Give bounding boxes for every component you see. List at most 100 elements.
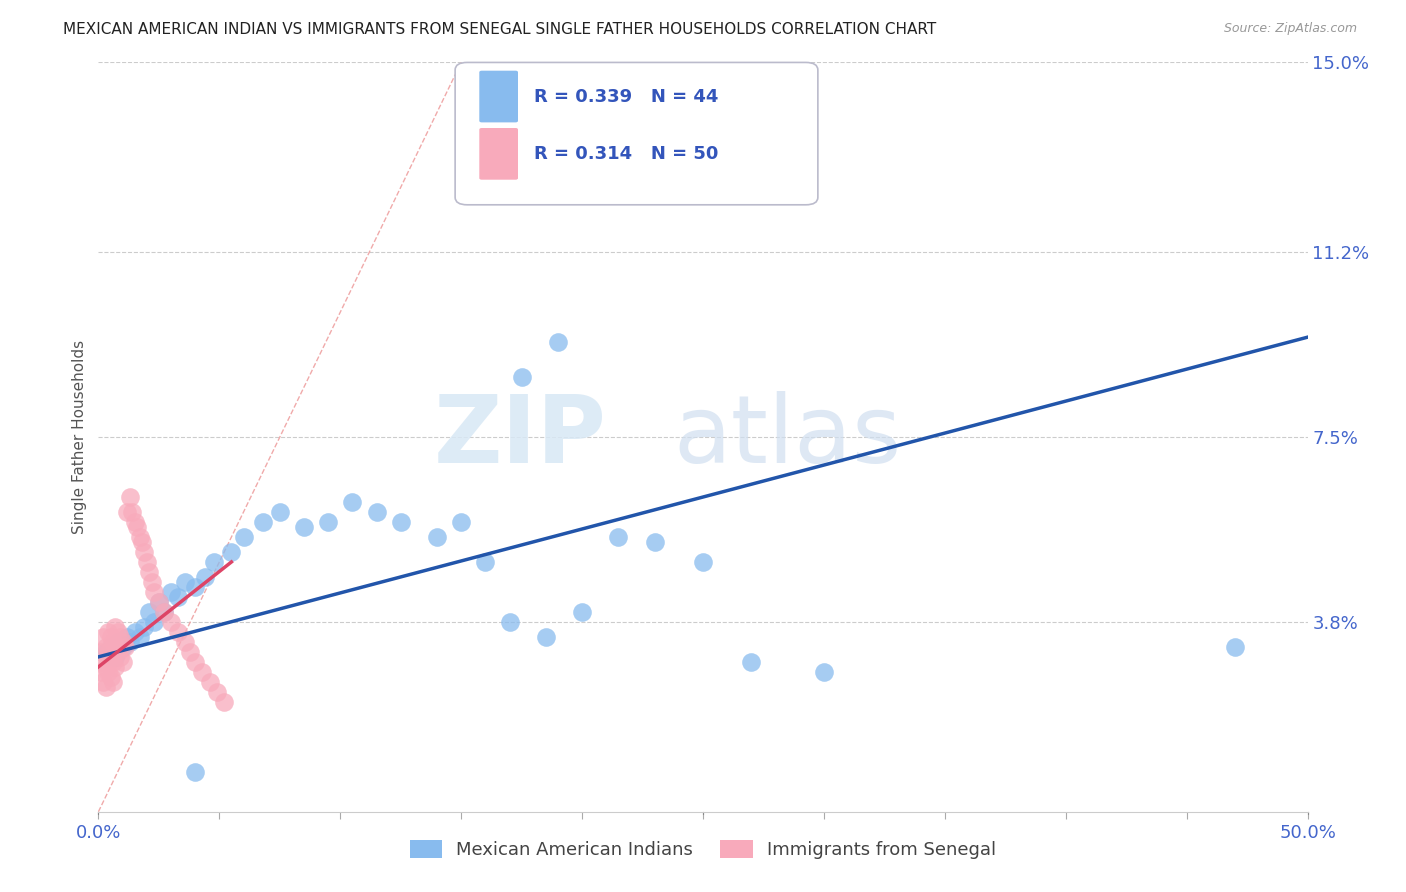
Point [184, 580, 207, 594]
Point [91, 674, 114, 689]
Point [91, 630, 114, 644]
Point [152, 605, 174, 619]
Point [114, 640, 136, 654]
Point [607, 530, 630, 544]
Point [128, 630, 150, 644]
Point [97, 645, 120, 659]
Point [198, 674, 221, 689]
Point [107, 635, 129, 649]
Point [342, 495, 364, 509]
Point [692, 555, 714, 569]
Text: R = 0.314   N = 50: R = 0.314 N = 50 [534, 145, 718, 163]
Point [184, 764, 207, 779]
Point [135, 555, 157, 569]
Point [100, 670, 122, 684]
Point [571, 605, 593, 619]
Point [90, 645, 112, 659]
Point [221, 545, 243, 559]
Point [740, 655, 762, 669]
Point [91, 655, 114, 669]
Point [100, 640, 122, 654]
Point [104, 660, 127, 674]
Point [100, 630, 122, 644]
Point [127, 520, 149, 534]
Point [141, 574, 163, 589]
Point [204, 555, 226, 569]
Point [108, 630, 131, 644]
Point [212, 695, 235, 709]
Point [148, 595, 170, 609]
Point [426, 530, 449, 544]
Point [510, 370, 533, 384]
Point [100, 649, 122, 664]
Point [252, 515, 274, 529]
Point [167, 624, 190, 639]
Point [269, 505, 291, 519]
Point [152, 605, 174, 619]
Point [124, 515, 146, 529]
Point [644, 535, 666, 549]
Text: MEXICAN AMERICAN INDIAN VS IMMIGRANTS FROM SENEGAL SINGLE FATHER HOUSEHOLDS CORR: MEXICAN AMERICAN INDIAN VS IMMIGRANTS FR… [63, 22, 936, 37]
Point [111, 635, 134, 649]
Point [174, 574, 197, 589]
Point [121, 505, 143, 519]
Point [104, 649, 127, 664]
Point [534, 630, 557, 644]
Point [117, 505, 139, 519]
Text: ZIP: ZIP [433, 391, 606, 483]
Point [138, 605, 160, 619]
Point [134, 620, 156, 634]
Point [474, 555, 496, 569]
Point [292, 520, 315, 534]
Point [191, 665, 214, 679]
Text: R = 0.339   N = 44: R = 0.339 N = 44 [534, 87, 718, 105]
Point [111, 655, 134, 669]
Point [160, 615, 183, 629]
Point [134, 545, 156, 559]
Point [813, 665, 835, 679]
Point [450, 515, 472, 529]
Text: Source: ZipAtlas.com: Source: ZipAtlas.com [1223, 22, 1357, 36]
Point [101, 674, 124, 689]
Point [107, 645, 129, 659]
Point [547, 335, 569, 350]
Point [107, 624, 129, 639]
Point [94, 645, 117, 659]
Point [128, 530, 150, 544]
Point [108, 649, 131, 664]
Point [117, 630, 139, 644]
Point [1223, 640, 1246, 654]
Legend: Mexican American Indians, Immigrants from Senegal: Mexican American Indians, Immigrants fro… [402, 832, 1004, 866]
Point [124, 624, 146, 639]
Point [94, 640, 117, 654]
Point [232, 530, 254, 544]
Point [118, 490, 141, 504]
Text: atlas: atlas [673, 391, 901, 483]
Point [104, 620, 127, 634]
FancyBboxPatch shape [479, 70, 517, 122]
FancyBboxPatch shape [456, 62, 818, 205]
Point [143, 585, 166, 599]
Point [167, 590, 190, 604]
Point [94, 680, 117, 694]
Point [184, 655, 207, 669]
Point [160, 585, 183, 599]
Point [498, 615, 520, 629]
Point [101, 635, 124, 649]
Point [104, 640, 127, 654]
Point [174, 635, 197, 649]
Point [118, 635, 141, 649]
Point [194, 570, 217, 584]
Point [101, 655, 124, 669]
Point [90, 665, 112, 679]
Point [111, 640, 134, 654]
Point [389, 515, 412, 529]
Point [316, 515, 339, 529]
Point [179, 645, 201, 659]
Point [205, 685, 228, 699]
Point [94, 660, 117, 674]
FancyBboxPatch shape [479, 128, 517, 179]
Point [97, 624, 120, 639]
Point [131, 535, 153, 549]
Point [143, 615, 166, 629]
